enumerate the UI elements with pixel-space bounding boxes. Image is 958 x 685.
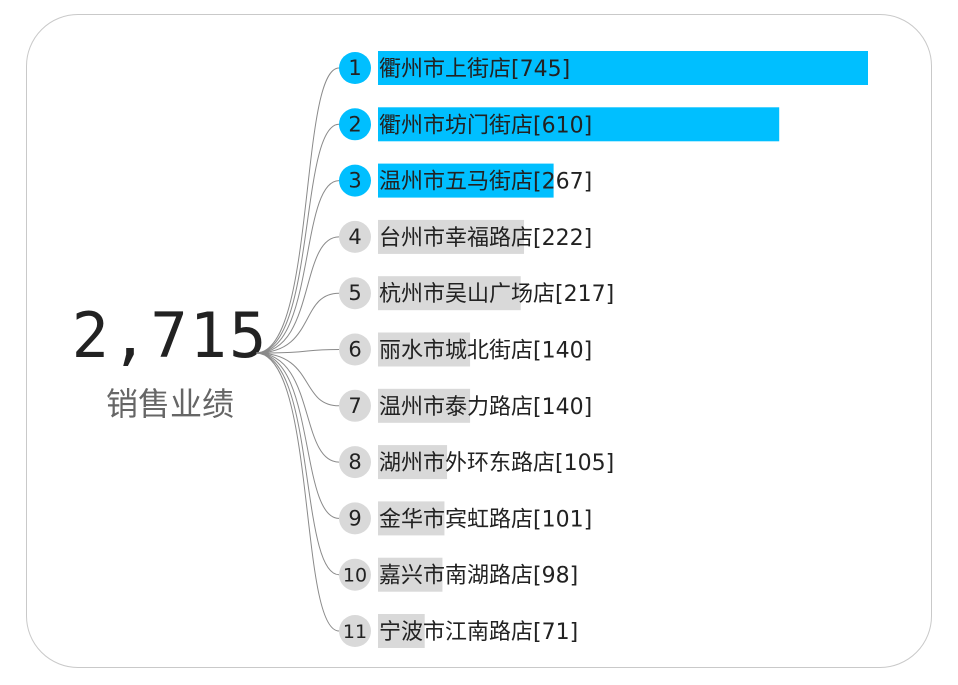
rank-badge — [339, 52, 371, 84]
bar-label: 金华市宾虹路店[101] — [379, 507, 592, 532]
bar-label: 温州市泰力路店[140] — [379, 395, 592, 420]
connector-line — [255, 236, 340, 354]
total-value: 2,715 — [71, 299, 269, 372]
bar-label: 衢州市坊门街店[610] — [379, 113, 592, 138]
rank-number: 7 — [348, 394, 361, 418]
rank-number: 3 — [348, 169, 361, 193]
bar-label: 湖州市外环东路店[105] — [379, 451, 614, 476]
rank-badge — [339, 446, 371, 479]
rank-badge — [339, 333, 371, 366]
rank-badge — [339, 220, 371, 253]
connector-line — [255, 67, 340, 354]
bars — [378, 51, 868, 648]
rank-number: 8 — [348, 450, 361, 474]
rank-number: 2 — [348, 112, 361, 136]
connector-lines — [255, 67, 340, 632]
connector-line — [255, 352, 340, 519]
rank-number: 5 — [348, 281, 361, 305]
rank-badge — [339, 558, 371, 591]
rank-number: 11 — [343, 621, 367, 643]
rank-badge — [339, 108, 371, 141]
rank-number: 6 — [348, 338, 361, 362]
rank-badge — [339, 389, 371, 422]
bar-label: 丽水市城北街店[140] — [379, 339, 592, 364]
rank-badges: 1 2 3 4 5 6 7 8 9 10 11 — [339, 52, 371, 647]
connector-line — [255, 123, 340, 354]
bar — [378, 332, 471, 367]
rank-number: 10 — [343, 565, 367, 587]
bar-label: 杭州市吴山广场店[217] — [379, 282, 614, 307]
bar — [378, 557, 443, 592]
bar — [378, 388, 471, 423]
bar — [378, 51, 868, 85]
rank-badge — [339, 277, 371, 310]
bar-label: 嘉兴市南湖路店[98] — [379, 564, 578, 589]
bar-labels: 衢州市上街店[745] 衢州市坊门街店[610] 温州市五马街店[267] 台州市幸福… — [379, 57, 614, 645]
rank-badge — [339, 502, 371, 535]
connector-line — [255, 349, 340, 354]
rank-number: 1 — [348, 56, 361, 80]
connector-line — [255, 352, 340, 576]
total-caption: 销售业绩 — [105, 385, 234, 423]
connector-line — [255, 352, 340, 407]
bar — [378, 501, 445, 536]
bar-label: 温州市五马街店[267] — [379, 170, 592, 195]
connector-line — [255, 352, 340, 632]
connector-line — [255, 292, 340, 354]
rank-number: 4 — [348, 225, 361, 249]
bar — [378, 163, 554, 198]
bar — [378, 107, 780, 142]
rank-badge — [339, 615, 371, 647]
bar — [378, 445, 448, 480]
bar — [378, 219, 525, 254]
connector-line — [255, 352, 340, 463]
rank-badge — [339, 164, 371, 197]
bar-label: 台州市幸福路店[222] — [379, 226, 592, 251]
bar-label: 宁波市江南路店[71] — [379, 620, 578, 645]
rank-number: 9 — [348, 506, 361, 530]
bar — [378, 614, 425, 648]
connector-line — [255, 180, 340, 354]
bar — [378, 276, 521, 311]
bar-label: 衢州市上街店[745] — [379, 57, 570, 82]
